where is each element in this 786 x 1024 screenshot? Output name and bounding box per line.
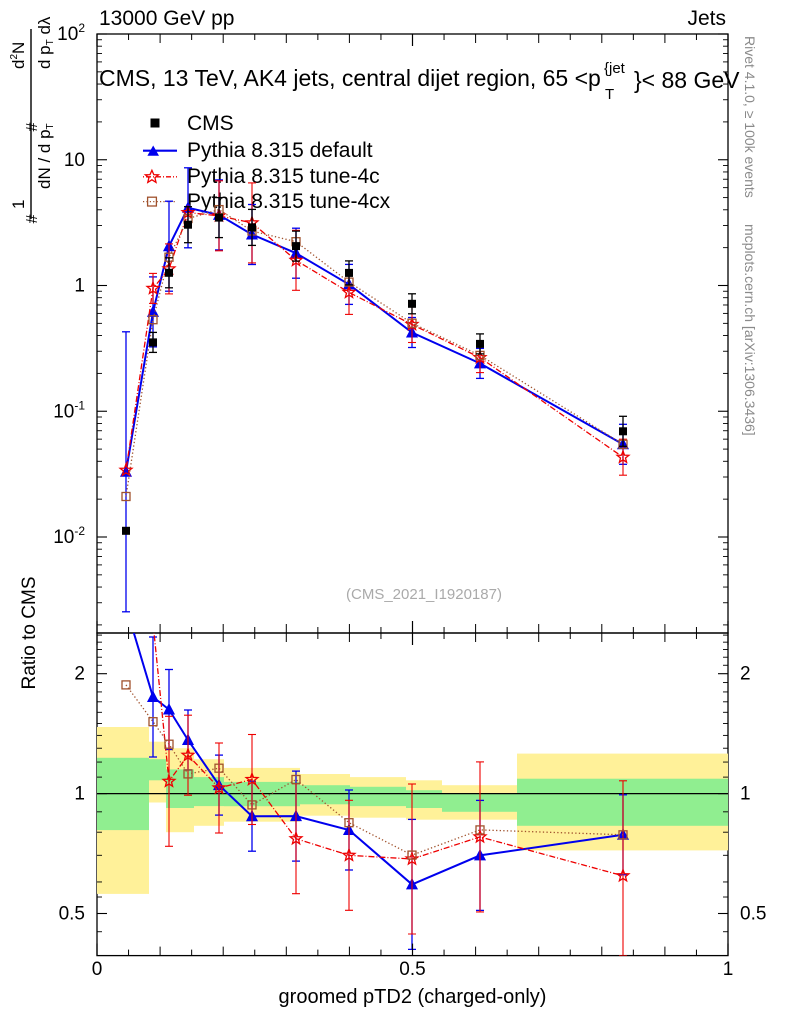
svg-text:mcplots.cern.ch [arXiv:1306.34: mcplots.cern.ch [arXiv:1306.3436] [742,224,758,436]
svg-text:groomed pTD2 (charged-only): groomed pTD2 (charged-only) [279,986,547,1008]
svg-text:Rivet 4.1.0, ≥ 100k events: Rivet 4.1.0, ≥ 100k events [742,36,758,198]
svg-text:1: 1 [740,784,751,805]
svg-text:13000 GeV pp: 13000 GeV pp [99,7,234,30]
svg-text:#: # [24,122,41,131]
svg-text:}< 88 GeV: }< 88 GeV [634,67,740,93]
svg-text:Ratio to CMS: Ratio to CMS [19,577,40,690]
svg-text:10-2: 10-2 [53,524,85,548]
svg-text:CMS: CMS [187,112,234,135]
svg-text:d pT dλ: d pT dλ [35,16,56,69]
svg-text:CMS, 13 TeV, AK4 jets, central: CMS, 13 TeV, AK4 jets, central dijet reg… [99,65,601,91]
svg-text:2: 2 [74,664,85,685]
svg-text:102: 102 [57,21,85,45]
svg-text:{jet: {jet [604,60,626,77]
svg-text:10-1: 10-1 [53,398,85,422]
svg-text:dN / d pT: dN / d pT [35,123,56,189]
svg-text:T: T [605,86,614,103]
svg-text:1: 1 [74,784,85,805]
svg-text:#: # [24,214,41,223]
svg-text:1: 1 [723,959,734,980]
svg-text:2: 2 [740,664,751,685]
svg-text:0: 0 [92,959,103,980]
svg-text:Jets: Jets [687,7,726,30]
svg-text:d2N: d2N [9,42,28,69]
svg-text:Pythia 8.315 default: Pythia 8.315 default [187,139,373,162]
svg-text:10: 10 [64,150,85,171]
svg-text:Pythia 8.315 tune-4c: Pythia 8.315 tune-4c [187,165,380,188]
svg-text:(CMS_2021_I1920187): (CMS_2021_I1920187) [346,586,502,603]
svg-text:1: 1 [9,200,28,209]
svg-text:0.5: 0.5 [59,904,85,925]
svg-text:0.5: 0.5 [740,904,766,925]
svg-text:1: 1 [74,276,85,297]
svg-text:0.5: 0.5 [399,959,425,980]
